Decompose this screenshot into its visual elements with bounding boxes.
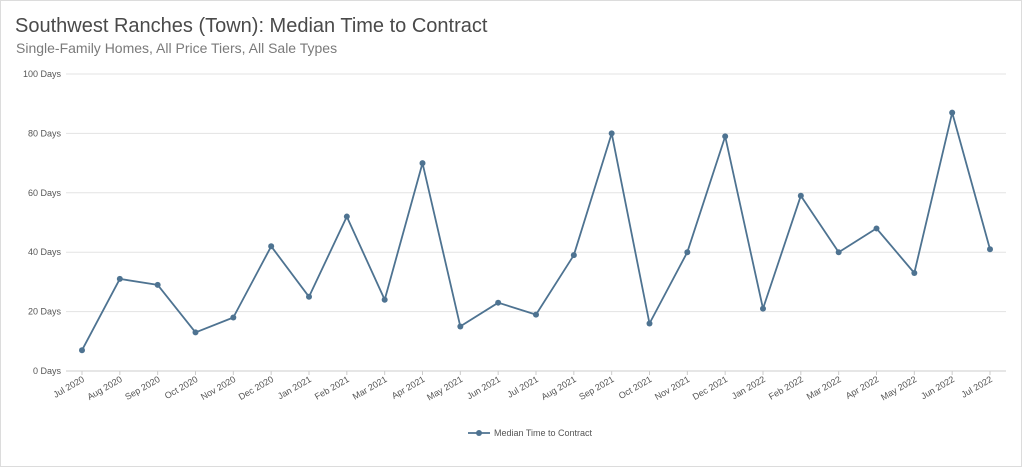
data-point[interactable] — [268, 243, 275, 250]
series-median-time-to-contract — [79, 109, 993, 354]
x-tick-label: Apr 2021 — [390, 374, 427, 401]
data-point[interactable] — [154, 281, 161, 288]
legend[interactable]: Median Time to Contract — [468, 428, 593, 438]
data-point[interactable] — [381, 296, 388, 303]
x-tick-label: Jan 2021 — [276, 374, 313, 401]
x-tick-label: Jun 2021 — [465, 374, 502, 401]
data-point[interactable] — [835, 249, 842, 256]
data-point[interactable] — [684, 249, 691, 256]
x-tick-label: Sep 2021 — [577, 374, 615, 402]
y-tick-label: 20 Days — [28, 307, 62, 317]
x-tick-label: Aug 2021 — [539, 374, 577, 402]
data-point[interactable] — [987, 246, 993, 253]
data-point[interactable] — [343, 213, 350, 220]
data-point[interactable] — [457, 323, 464, 330]
y-tick-label: 100 Days — [23, 69, 62, 79]
x-tick-label: Jul 2020 — [52, 374, 86, 400]
data-point[interactable] — [797, 192, 804, 199]
x-tick-label: Dec 2020 — [237, 374, 275, 402]
x-tick-label: Jun 2022 — [919, 374, 956, 401]
chart-subtitle: Single-Family Homes, All Price Tiers, Al… — [16, 40, 338, 56]
data-point[interactable] — [873, 225, 880, 232]
grid-lines — [66, 73, 1006, 372]
x-tick-label: Jul 2021 — [506, 374, 540, 400]
data-point[interactable] — [116, 275, 123, 282]
data-point[interactable] — [306, 293, 312, 300]
x-tick-label: Apr 2022 — [844, 374, 881, 401]
x-tick-label: Dec 2021 — [691, 374, 729, 402]
x-tick-label: May 2021 — [425, 374, 464, 402]
x-tick-label: Oct 2021 — [617, 374, 654, 401]
chart-title: Southwest Ranches (Town): Median Time to… — [15, 15, 488, 37]
data-point[interactable] — [722, 133, 729, 140]
legend-label[interactable]: Median Time to Contract — [494, 428, 593, 438]
x-tick-label: Oct 2020 — [163, 374, 200, 401]
y-tick-label: 80 Days — [28, 128, 62, 138]
y-tick-label: 0 Days — [33, 366, 62, 376]
x-tick-label: Mar 2022 — [805, 374, 843, 402]
data-point[interactable] — [419, 160, 426, 167]
x-tick-label: Mar 2021 — [351, 374, 389, 402]
x-tick-label: Nov 2021 — [653, 374, 691, 402]
data-point[interactable] — [79, 347, 85, 354]
x-axis: Jul 2020 Aug 2020 Sep 2020 Oct 2020 Nov 2020… — [52, 371, 994, 402]
data-point[interactable] — [533, 311, 539, 318]
legend-marker — [476, 430, 482, 436]
x-tick-label: Aug 2020 — [85, 374, 123, 402]
x-tick-label: Feb 2021 — [313, 374, 351, 402]
x-tick-label: Jan 2022 — [730, 374, 767, 401]
y-tick-label: 40 Days — [28, 247, 62, 257]
data-point[interactable] — [230, 314, 237, 321]
x-tick-label: Jul 2022 — [960, 374, 994, 400]
x-tick-label: Nov 2020 — [199, 374, 237, 402]
data-point[interactable] — [608, 130, 615, 137]
x-tick-label: May 2022 — [879, 374, 918, 402]
data-point[interactable] — [495, 299, 502, 306]
data-point[interactable] — [570, 252, 577, 259]
data-point[interactable] — [911, 269, 918, 276]
x-tick-label: Feb 2022 — [767, 374, 805, 402]
data-point[interactable] — [949, 109, 956, 116]
y-tick-label: 60 Days — [28, 188, 62, 198]
x-tick-label: Sep 2020 — [123, 374, 161, 402]
data-point[interactable] — [192, 329, 199, 336]
y-axis: 0 Days 20 Days 40 Days 60 Days 80 Days 100 Da… — [23, 69, 62, 376]
data-point[interactable] — [760, 305, 766, 312]
data-point[interactable] — [646, 320, 653, 327]
